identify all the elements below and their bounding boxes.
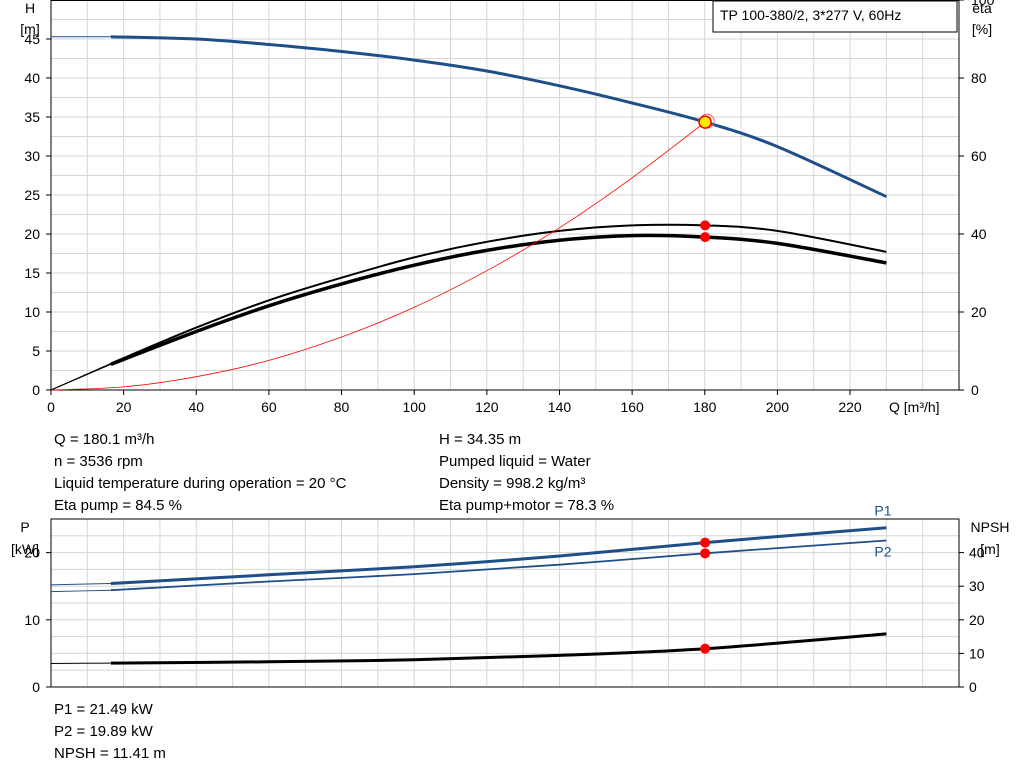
eta-pump-text: Eta pump = 84.5 %: [54, 497, 182, 514]
speed-text: n = 3536 rpm: [54, 453, 143, 470]
flow-rate-text: Q = 180.1 m³/h: [54, 431, 155, 448]
p2-value-text: P2 = 19.89 kW: [54, 723, 153, 740]
y-right-axis-label: eta: [972, 0, 992, 16]
x-tick-label: 40: [188, 399, 204, 415]
eta-pump-motor-text: Eta pump+motor = 78.3 %: [439, 497, 615, 514]
y-left-tick-label: 45: [24, 31, 40, 47]
bottom-plot-frame: [50, 518, 960, 688]
y-right-tick-label: 10: [969, 645, 985, 661]
y-right-tick-label: 100: [971, 0, 995, 8]
bottom-series-extension: [50, 583, 111, 586]
x-tick-label: 200: [766, 399, 790, 415]
y-left-tick-label: 10: [24, 612, 40, 628]
y-right-axis-label: NPSH: [971, 519, 1010, 535]
y-right-tick-label: 20: [971, 304, 987, 320]
y-right-axis-unit: [m]: [980, 541, 999, 557]
pumped-liquid-text: Pumped liquid = Water: [439, 453, 591, 470]
density-text: Density = 998.2 kg/m³: [439, 475, 586, 492]
y-left-tick-label: 20: [24, 226, 40, 242]
series-label-p2: P2: [874, 544, 891, 560]
top-series-line: [110, 233, 887, 366]
operating-point-marker: [700, 643, 711, 654]
y-left-tick-label: 25: [24, 187, 40, 203]
y-left-tick-label: 30: [24, 148, 40, 164]
head-text: H = 34.35 m: [439, 431, 522, 448]
y-left-axis-unit: [m]: [20, 21, 39, 37]
x-tick-label: 160: [620, 399, 644, 415]
liquid-temperature-text: Liquid temperature during operation = 20…: [54, 475, 347, 492]
operating-point-marker: [700, 548, 711, 559]
y-left-axis-label: H: [25, 0, 35, 16]
npsh-value-text: NPSH = 11.41 m: [54, 745, 166, 762]
y-left-tick-label: 10: [24, 304, 40, 320]
series-label-p1: P1: [874, 503, 891, 519]
chart-title-box: [712, 0, 958, 33]
top-series-line: [110, 35, 888, 198]
duty-info-right: H = 34.35 m Pumped liquid = Water Densit…: [439, 429, 614, 517]
y-left-tick-label: 0: [32, 679, 40, 695]
y-left-tick-label: 35: [24, 109, 40, 125]
x-tick-label: 0: [47, 399, 55, 415]
y-right-tick-label: 20: [969, 612, 985, 628]
y-right-tick-label: 60: [971, 148, 987, 164]
y-left-tick-label: 20: [24, 545, 40, 561]
bottom-series-line: [110, 539, 887, 592]
bottom-series-line: [110, 526, 887, 585]
x-tick-label: 220: [838, 399, 862, 415]
y-right-tick-label: 40: [971, 226, 987, 242]
y-left-axis-unit: [kW]: [11, 541, 39, 557]
x-axis-label: Q [m³/h]: [889, 399, 940, 415]
chart-title: TP 100-380/2, 3*277 V, 60Hz: [720, 7, 901, 23]
y-left-tick-label: 5: [32, 343, 40, 359]
duty-point-marker: [698, 115, 712, 129]
y-right-tick-label: 40: [969, 545, 985, 561]
x-tick-label: 60: [261, 399, 277, 415]
y-left-tick-label: 0: [32, 382, 40, 398]
x-tick-label: 20: [116, 399, 132, 415]
y-left-axis-label: P: [20, 519, 29, 535]
x-tick-label: 100: [403, 399, 427, 415]
power-info: P1 = 21.49 kW P2 = 19.89 kW NPSH = 11.41…: [54, 699, 166, 765]
x-tick-label: 140: [548, 399, 572, 415]
y-right-tick-label: 30: [969, 578, 985, 594]
y-left-tick-label: 40: [24, 70, 40, 86]
y-right-tick-label: 0: [969, 679, 977, 695]
bottom-series-line: [110, 632, 887, 665]
duty-info-left: Q = 180.1 m³/h n = 3536 rpm Liquid tempe…: [54, 429, 346, 517]
x-tick-label: 120: [475, 399, 499, 415]
y-right-tick-label: 0: [971, 382, 979, 398]
x-tick-label: 80: [334, 399, 350, 415]
bottom-series-extension: [50, 589, 111, 593]
operating-point-marker: [700, 232, 711, 243]
p1-value-text: P1 = 21.49 kW: [54, 701, 153, 718]
top-series-line: [110, 223, 887, 365]
operating-point-marker: [700, 537, 711, 548]
operating-point-marker: [700, 220, 711, 231]
y-right-tick-label: 80: [971, 70, 987, 86]
x-tick-label: 180: [693, 399, 717, 415]
y-left-tick-label: 15: [24, 265, 40, 281]
top-series-extension: [50, 363, 112, 391]
y-right-axis-unit: [%]: [972, 21, 992, 37]
top-series-line: [50, 121, 706, 391]
